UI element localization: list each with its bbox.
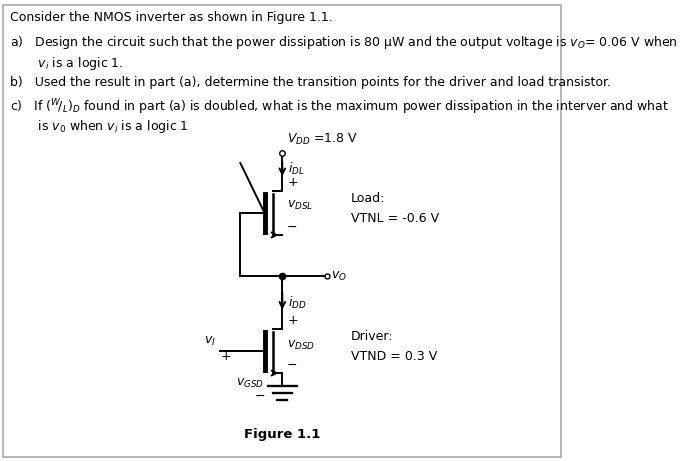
Text: −: −	[287, 359, 298, 372]
Text: +: +	[221, 350, 232, 363]
Text: Driver:: Driver:	[351, 330, 393, 343]
Text: Consider the NMOS inverter as shown in Figure 1.1.: Consider the NMOS inverter as shown in F…	[10, 11, 333, 24]
Text: $v_O$: $v_O$	[330, 269, 346, 283]
Text: Figure 1.1: Figure 1.1	[244, 428, 321, 441]
Text: $v_{DSL}$: $v_{DSL}$	[287, 198, 313, 212]
Text: $i_{DD}$: $i_{DD}$	[288, 295, 307, 311]
Text: is $v_0$ when $v_i$ is a logic 1: is $v_0$ when $v_i$ is a logic 1	[10, 118, 189, 135]
Text: $v_{DSD}$: $v_{DSD}$	[287, 338, 315, 352]
Text: $i_{DL}$: $i_{DL}$	[288, 161, 304, 177]
Text: b)   Used the result in part (a), determine the transition points for the driver: b) Used the result in part (a), determin…	[10, 76, 612, 89]
Text: VTND = 0.3 V: VTND = 0.3 V	[351, 349, 437, 362]
Text: +: +	[287, 314, 298, 327]
Text: −: −	[255, 390, 265, 403]
Text: $v_I$: $v_I$	[204, 335, 216, 348]
Text: Load:: Load:	[351, 191, 385, 205]
Text: $v_i$ is a logic 1.: $v_i$ is a logic 1.	[10, 55, 124, 72]
Text: a)   Design the circuit such that the power dissipation is 80 μW and the output : a) Design the circuit such that the powe…	[10, 34, 678, 51]
Text: c)   If $(^W\!/_{L})_D$ found in part (a) is doubled, what is the maximum power : c) If $(^W\!/_{L})_D$ found in part (a) …	[10, 97, 670, 117]
Text: $v_{GSD}$: $v_{GSD}$	[237, 377, 265, 390]
Text: $V_{DD}$ =1.8 V: $V_{DD}$ =1.8 V	[287, 132, 358, 147]
Text: −: −	[287, 221, 298, 234]
Text: +: +	[287, 176, 298, 189]
Text: VTNL = -0.6 V: VTNL = -0.6 V	[351, 212, 439, 225]
